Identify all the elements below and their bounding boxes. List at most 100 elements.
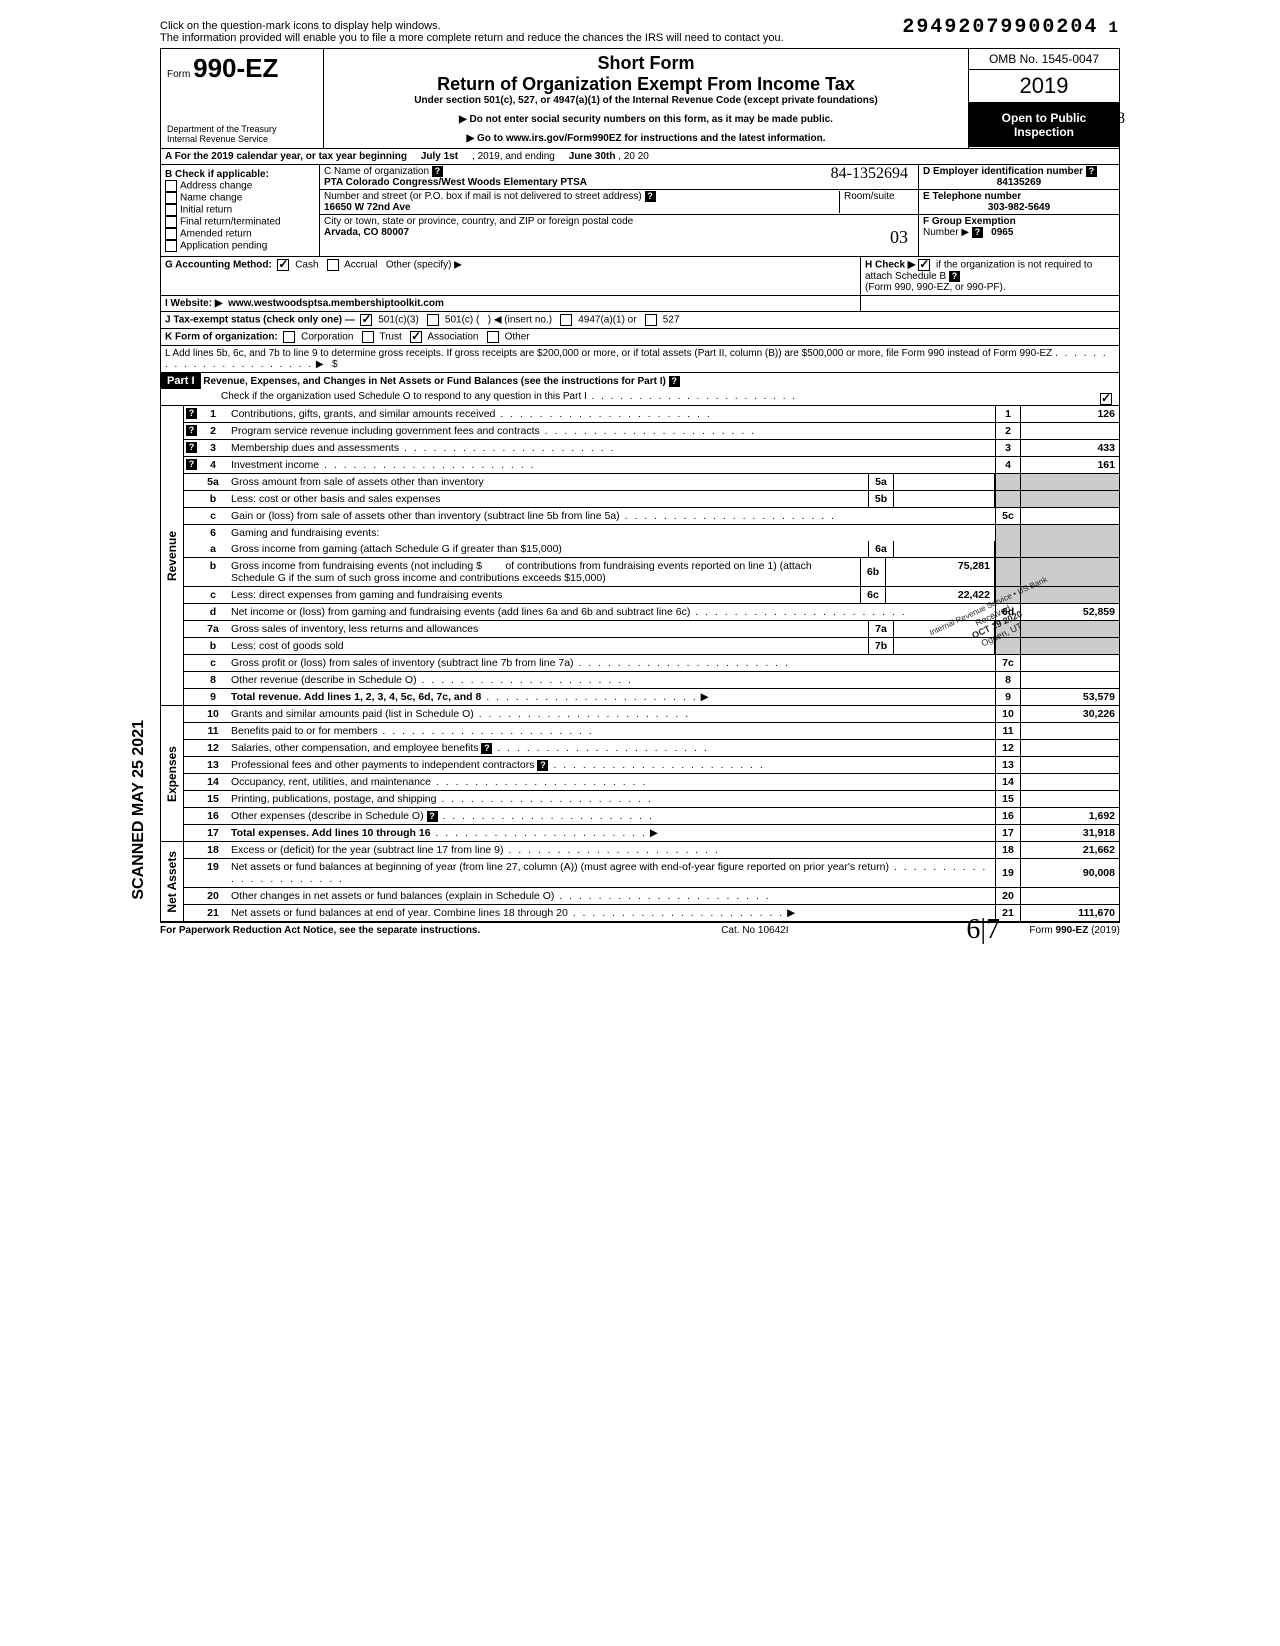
line21-desc: Net assets or fund balances at end of ye… bbox=[231, 907, 568, 919]
chk-corp[interactable] bbox=[283, 331, 295, 343]
dln-digits: 29492079900204 bbox=[902, 16, 1098, 39]
ssn-note: ▶ Do not enter social security numbers o… bbox=[330, 114, 962, 125]
netassets-label: Net Assets bbox=[163, 847, 181, 917]
chk-cash[interactable] bbox=[277, 259, 289, 271]
i-label: I Website: ▶ bbox=[165, 298, 223, 309]
line5b-desc: Less: cost or other basis and sales expe… bbox=[227, 491, 868, 507]
help-icon[interactable]: ? bbox=[432, 166, 443, 177]
a-mid: , 2019, and ending bbox=[472, 151, 555, 162]
part1-label: Part I bbox=[161, 373, 201, 389]
line4-val: 161 bbox=[1020, 457, 1119, 473]
a-end: June 30th bbox=[569, 151, 616, 162]
help-icon[interactable]: ? bbox=[645, 191, 656, 202]
opt-final-return: Final return/terminated bbox=[180, 217, 281, 228]
line12-desc: Salaries, other compensation, and employ… bbox=[231, 742, 478, 754]
revenue-section: Revenue ?1Contributions, gifts, grants, … bbox=[160, 406, 1120, 706]
part1-header-row: Part I Revenue, Expenses, and Changes in… bbox=[160, 373, 1120, 406]
section-c: C Name of organization ? 84-1352694 PTA … bbox=[320, 165, 919, 256]
chk-501c[interactable] bbox=[427, 314, 439, 326]
help-icon[interactable]: ? bbox=[186, 408, 197, 419]
line11-val bbox=[1020, 723, 1119, 739]
help-icon[interactable]: ? bbox=[186, 459, 197, 470]
ein-handwritten: 84-1352694 bbox=[831, 165, 908, 183]
help-icon[interactable]: ? bbox=[972, 227, 983, 238]
org-name: PTA Colorado Congress/West Woods Element… bbox=[324, 177, 587, 188]
room-label: Room/suite bbox=[844, 191, 895, 202]
chk-final-return[interactable] bbox=[165, 216, 177, 228]
dept-treasury: Department of the Treasury Internal Reve… bbox=[167, 124, 317, 144]
line10-desc: Grants and similar amounts paid (list in… bbox=[231, 708, 474, 720]
row-gh: G Accounting Method: Cash Accrual Other … bbox=[160, 257, 1120, 296]
line17-val: 31,918 bbox=[1020, 825, 1119, 841]
cash-label: Cash bbox=[295, 260, 318, 271]
row-bcdef: B Check if applicable: Address change Na… bbox=[160, 165, 1120, 257]
line18-val: 21,662 bbox=[1020, 842, 1119, 858]
handwritten-initials: 6|7 bbox=[966, 914, 1000, 946]
chk-527[interactable] bbox=[645, 314, 657, 326]
a-begin: July 1st bbox=[421, 151, 458, 162]
l-text: L Add lines 5b, 6c, and 7b to line 9 to … bbox=[165, 348, 1052, 359]
website: www.westwoodsptsa.membershiptoolkit.com bbox=[228, 298, 444, 309]
chk-4947[interactable] bbox=[560, 314, 572, 326]
help-icon[interactable]: ? bbox=[186, 425, 197, 436]
line6a-desc: Gross income from gaming (attach Schedul… bbox=[227, 541, 868, 557]
instr-line1: Click on the question-mark icons to disp… bbox=[160, 20, 441, 32]
527-label: 527 bbox=[663, 315, 680, 326]
trust-label: Trust bbox=[379, 332, 401, 343]
row-k: K Form of organization: Corporation Trus… bbox=[160, 329, 1120, 346]
chk-assoc[interactable] bbox=[410, 331, 422, 343]
line1-desc: Contributions, gifts, grants, and simila… bbox=[231, 408, 495, 420]
form-number: Form 990-EZ bbox=[167, 53, 317, 84]
g-label: G Accounting Method: bbox=[165, 260, 272, 271]
line3-desc: Membership dues and assessments bbox=[231, 442, 399, 454]
org-address: 16650 W 72nd Ave bbox=[324, 202, 411, 213]
chk-address-change[interactable] bbox=[165, 180, 177, 192]
top-instruction: Click on the question-mark icons to disp… bbox=[160, 20, 1120, 49]
dln-seq: 1 bbox=[1108, 19, 1120, 37]
chk-name-change[interactable] bbox=[165, 192, 177, 204]
form-page: SCANNED MAY 25 2021 Click on the questio… bbox=[160, 20, 1120, 936]
group-exemption: 0965 bbox=[991, 227, 1013, 238]
line7c-desc: Gross profit or (loss) from sales of inv… bbox=[231, 657, 574, 669]
line11-desc: Benefits paid to or for members bbox=[231, 725, 377, 737]
city-label: City or town, state or province, country… bbox=[324, 216, 633, 227]
help-icon[interactable]: ? bbox=[427, 811, 438, 822]
chk-initial-return[interactable] bbox=[165, 204, 177, 216]
4947-label: 4947(a)(1) or bbox=[578, 315, 636, 326]
accrual-label: Accrual bbox=[344, 260, 377, 271]
form-990ez: 990-EZ bbox=[193, 53, 278, 83]
chk-trust[interactable] bbox=[362, 331, 374, 343]
section-def: D Employer identification number ? 84135… bbox=[919, 165, 1119, 256]
form-title: Return of Organization Exempt From Incom… bbox=[330, 74, 962, 95]
revenue-label: Revenue bbox=[163, 527, 181, 585]
chk-application-pending[interactable] bbox=[165, 240, 177, 252]
row-j: J Tax-exempt status (check only one) — 5… bbox=[160, 312, 1120, 329]
line5c-val bbox=[1020, 508, 1119, 524]
line6d-desc: Net income or (loss) from gaming and fun… bbox=[231, 606, 690, 618]
chk-sched-b[interactable] bbox=[918, 259, 930, 271]
help-icon[interactable]: ? bbox=[669, 376, 680, 387]
line16-val: 1,692 bbox=[1020, 808, 1119, 824]
line20-desc: Other changes in net assets or fund bala… bbox=[231, 890, 554, 902]
help-icon[interactable]: ? bbox=[481, 743, 492, 754]
opt-address-change: Address change bbox=[180, 181, 252, 192]
handwritten-708: 708 bbox=[1101, 110, 1125, 128]
help-icon[interactable]: ? bbox=[186, 442, 197, 453]
help-icon[interactable]: ? bbox=[949, 271, 960, 282]
line2-val bbox=[1020, 423, 1119, 439]
chk-amended-return[interactable] bbox=[165, 228, 177, 240]
c-label: C Name of organization bbox=[324, 166, 429, 177]
line6c-desc: Less: direct expenses from gaming and fu… bbox=[227, 587, 860, 603]
line7c-val bbox=[1020, 655, 1119, 671]
chk-501c3[interactable] bbox=[360, 314, 372, 326]
help-icon[interactable]: ? bbox=[1086, 166, 1097, 177]
opt-application-pending: Application pending bbox=[180, 241, 267, 252]
chk-accrual[interactable] bbox=[327, 259, 339, 271]
opt-name-change: Name change bbox=[180, 193, 242, 204]
chk-sched-o[interactable] bbox=[1100, 393, 1112, 405]
k-label: K Form of organization: bbox=[165, 332, 278, 343]
chk-other-org[interactable] bbox=[487, 331, 499, 343]
omb-number: OMB No. 1545-0047 bbox=[969, 49, 1119, 70]
phone: 303-982-5649 bbox=[988, 202, 1050, 213]
help-icon[interactable]: ? bbox=[537, 760, 548, 771]
